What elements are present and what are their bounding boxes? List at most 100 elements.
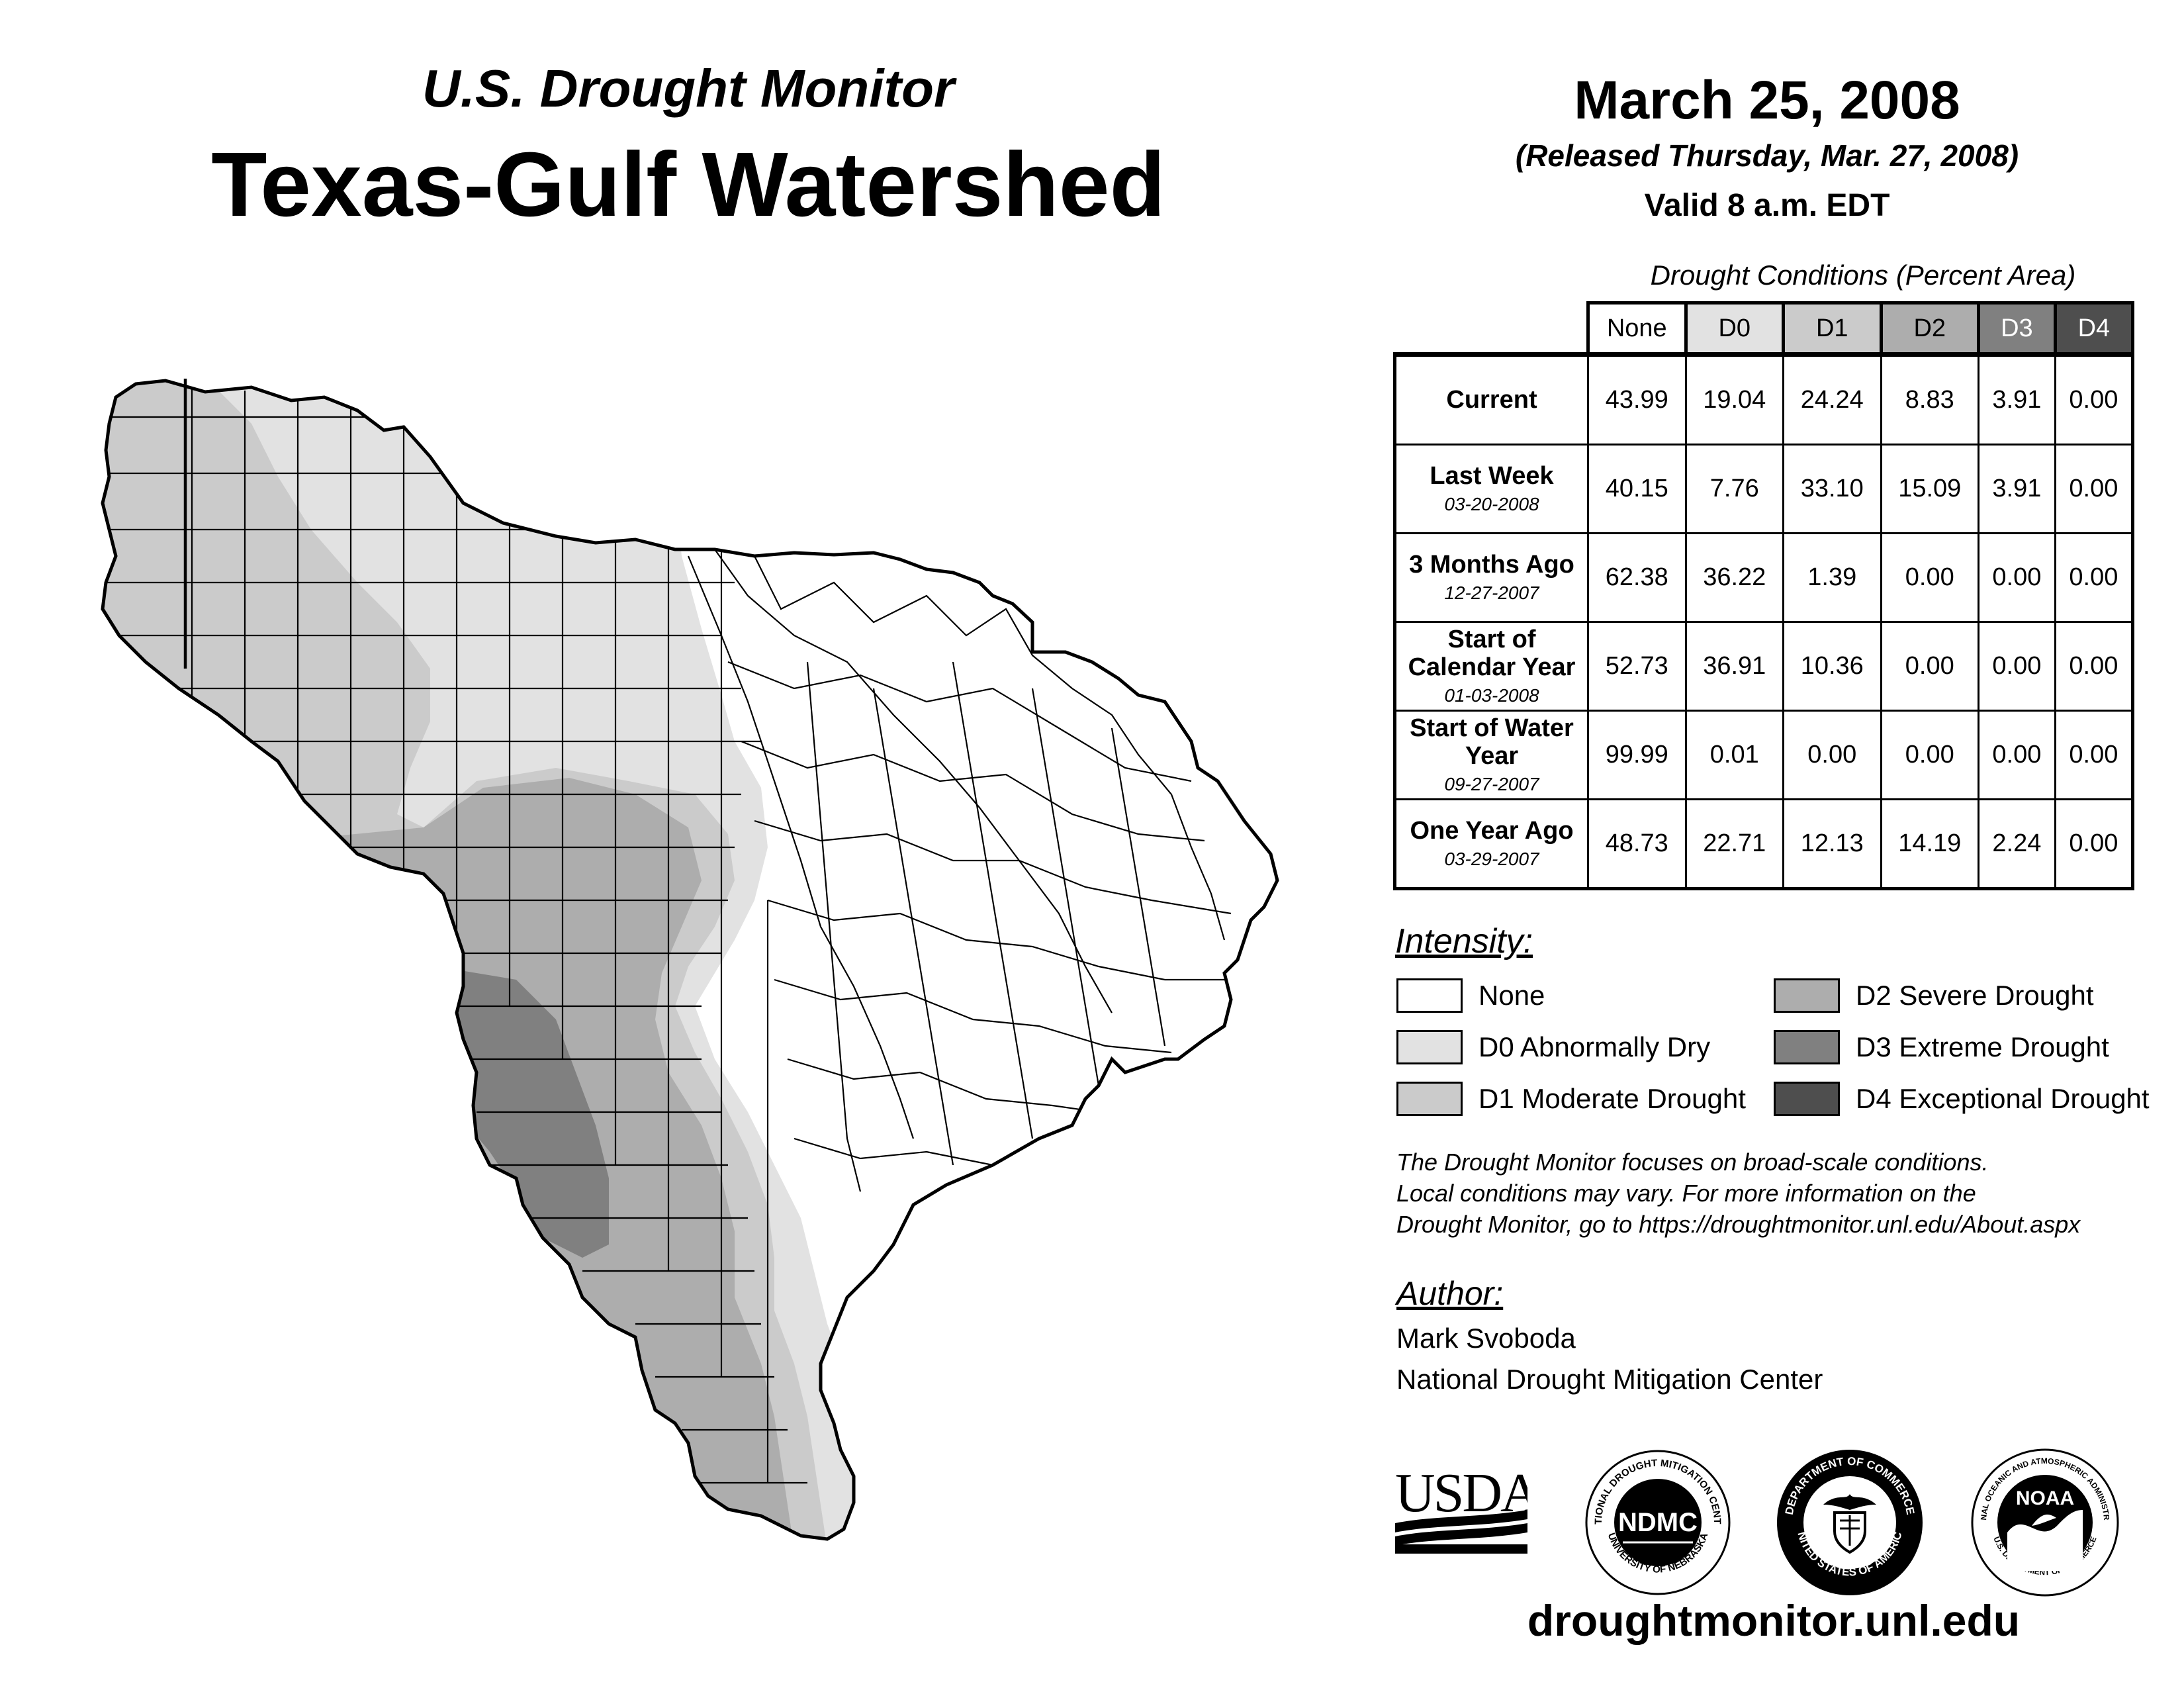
website-link[interactable]: droughtmonitor.unl.edu [1527, 1596, 2021, 1645]
table-cell: 0.00 [1880, 710, 1979, 800]
table-cell: 8.83 [1880, 352, 1979, 445]
legend-item-d1: D1 Moderate Drought [1396, 1080, 1746, 1117]
row-label: 3 Months Ago 12-27-2007 [1393, 532, 1589, 623]
legend-swatch [1774, 1030, 1840, 1064]
table-cell: 14.19 [1880, 798, 1979, 890]
row-label: Last Week 03-20-2008 [1393, 444, 1589, 534]
row-label: Current [1393, 352, 1589, 445]
table-cell: 0.00 [1880, 532, 1979, 623]
table-row-start-of-calendar-year: Start of Calendar Year 01-03-2008 52.73 3… [1393, 621, 2135, 712]
row-date: 03-20-2008 [1444, 494, 1539, 514]
table-cell: 22.71 [1684, 798, 1784, 890]
author-org: National Drought Mitigation Center [1396, 1364, 1823, 1395]
svg-text:NDMC: NDMC [1618, 1508, 1698, 1537]
map-date: March 25, 2008 [1574, 70, 1960, 130]
disclaimer-line: The Drought Monitor focuses on broad-sca… [1396, 1149, 1989, 1176]
legend-heading: Intensity: [1395, 922, 1533, 961]
table-cell: 0.00 [2054, 798, 2135, 890]
table-caption: Drought Conditions (Percent Area) [1650, 259, 2076, 291]
row-label: One Year Ago 03-29-2007 [1393, 798, 1589, 890]
legend-label: D1 Moderate Drought [1479, 1083, 1746, 1114]
legend-item-d0: D0 Abnormally Dry [1396, 1029, 1710, 1066]
drought-conditions-table: None D0 D1 D2 D3 D4 Current 43.99 19.04 … [1393, 301, 2135, 890]
drought-map [79, 379, 1310, 1549]
column-header-d1: D1 [1782, 301, 1883, 356]
valid-time: Valid 8 a.m. EDT [1644, 188, 1890, 223]
column-header-d3: D3 [1977, 301, 2057, 356]
table-row-last-week: Last Week 03-20-2008 40.15 7.76 33.10 15.… [1393, 444, 2135, 534]
row-date: 12-27-2007 [1444, 583, 1539, 603]
table-cell: 40.15 [1587, 444, 1687, 534]
table-cell: 0.00 [2054, 532, 2135, 623]
table-cell: 12.13 [1782, 798, 1882, 890]
legend-item-d4: D4 Exceptional Drought [1774, 1080, 2150, 1117]
table-cell: 3.91 [1978, 444, 2056, 534]
table-cell: 0.00 [2054, 621, 2135, 712]
table-cell: 36.91 [1684, 621, 1784, 712]
table-cell: 2.24 [1978, 798, 2056, 890]
table-row-start-of-water-year: Start of Water Year 09-27-2007 99.99 0.01… [1393, 710, 2135, 800]
legend-swatch [1396, 978, 1463, 1013]
row-date: 09-27-2007 [1444, 773, 1539, 794]
row-date: 01-03-2008 [1444, 684, 1539, 706]
table-cell: 43.99 [1587, 352, 1687, 445]
svg-text:NOAA: NOAA [2016, 1487, 2074, 1509]
table-cell: 33.10 [1782, 444, 1882, 534]
legend-item-d3: D3 Extreme Drought [1774, 1029, 2109, 1066]
table-cell: 99.99 [1587, 710, 1687, 800]
legend-item-d2: D2 Severe Drought [1774, 977, 2094, 1014]
usda-logo: USDA [1395, 1462, 1527, 1554]
table-cell: 0.01 [1684, 710, 1784, 800]
table-row-current: Current 43.99 19.04 24.24 8.83 3.91 0.00 [1393, 352, 2135, 445]
row-date: 03-29-2007 [1444, 849, 1539, 869]
legend-label: D0 Abnormally Dry [1479, 1031, 1711, 1062]
noaa-logo: NATIONAL OCEANIC AND ATMOSPHERIC ADMINIS… [1969, 1446, 2119, 1597]
map-subtitle: U.S. Drought Monitor [422, 59, 955, 118]
ndmc-logo: NATIONAL DROUGHT MITIGATION CENTER UNIVE… [1582, 1446, 1731, 1595]
column-header-d2: D2 [1879, 301, 1980, 356]
table-cell: 10.36 [1782, 621, 1882, 712]
table-cell: 0.00 [1782, 710, 1882, 800]
table-cell: 52.73 [1587, 621, 1687, 712]
row-label: Start of Calendar Year 01-03-2008 [1393, 621, 1589, 712]
legend-swatch [1396, 1082, 1463, 1116]
author-name: Mark Svoboda [1396, 1323, 1576, 1354]
table-cell: 62.38 [1587, 532, 1687, 623]
table-cell: 0.00 [2054, 710, 2135, 800]
legend-label: D4 Exceptional Drought [1856, 1083, 2150, 1114]
table-row-one-year-ago: One Year Ago 03-29-2007 48.73 22.71 12.13… [1393, 798, 2135, 890]
legend-swatch [1396, 1030, 1463, 1064]
table-cell: 0.00 [1978, 710, 2056, 800]
table-cell: 3.91 [1978, 352, 2056, 445]
commerce-seal-logo: DEPARTMENT OF COMMERCE UNITED STATES OF … [1774, 1446, 1923, 1595]
legend-label: None [1479, 980, 1545, 1011]
table-row-3-months-ago: 3 Months Ago 12-27-2007 62.38 36.22 1.39 … [1393, 532, 2135, 623]
table-cell: 24.24 [1782, 352, 1882, 445]
table-cell: 0.00 [2054, 352, 2135, 445]
column-header-d0: D0 [1684, 301, 1785, 356]
disclaimer-line: Local conditions may vary. For more info… [1396, 1179, 1976, 1207]
legend-label: D2 Severe Drought [1856, 980, 2094, 1011]
map-title: Texas-Gulf Watershed [211, 134, 1165, 236]
table-cell: 0.00 [1978, 532, 2056, 623]
table-cell: 36.22 [1684, 532, 1784, 623]
row-label: Start of Water Year 09-27-2007 [1393, 710, 1589, 800]
legend-label: D3 Extreme Drought [1856, 1031, 2109, 1062]
disclaimer-line: Drought Monitor, go to https://droughtmo… [1396, 1210, 2081, 1238]
legend-swatch [1774, 978, 1840, 1013]
table-cell: 1.39 [1782, 532, 1882, 623]
table-cell: 0.00 [2054, 444, 2135, 534]
release-date: (Released Thursday, Mar. 27, 2008) [1515, 138, 2019, 173]
table-cell: 0.00 [1880, 621, 1979, 712]
column-header-d4: D4 [2053, 301, 2135, 356]
table-cell: 19.04 [1684, 352, 1784, 445]
legend-item-none: None [1396, 977, 1545, 1014]
legend-swatch [1774, 1082, 1840, 1116]
table-cell: 7.76 [1684, 444, 1784, 534]
author-heading: Author: [1396, 1275, 1504, 1312]
table-cell: 0.00 [1978, 621, 2056, 712]
table-cell: 15.09 [1880, 444, 1979, 534]
table-cell: 48.73 [1587, 798, 1687, 890]
disclaimer: The Drought Monitor focuses on broad-sca… [1396, 1147, 2158, 1240]
column-header-none: None [1586, 301, 1688, 356]
